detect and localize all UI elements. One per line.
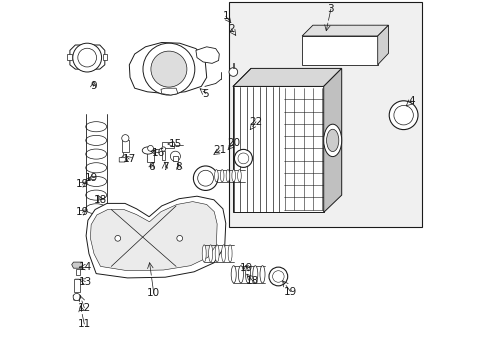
Circle shape	[388, 101, 417, 130]
Circle shape	[73, 43, 102, 72]
Circle shape	[151, 51, 186, 87]
Circle shape	[122, 135, 129, 142]
Text: 6: 6	[148, 162, 155, 172]
Text: 19: 19	[76, 207, 89, 217]
Ellipse shape	[85, 176, 106, 186]
Text: 15: 15	[168, 139, 181, 149]
Ellipse shape	[85, 190, 106, 200]
Text: 20: 20	[226, 138, 240, 148]
Ellipse shape	[208, 245, 212, 262]
Polygon shape	[377, 25, 387, 65]
Ellipse shape	[231, 170, 235, 182]
Ellipse shape	[326, 129, 338, 152]
Circle shape	[73, 293, 80, 301]
Text: 17: 17	[122, 154, 136, 164]
Text: 7: 7	[162, 162, 168, 172]
Polygon shape	[232, 68, 341, 86]
Ellipse shape	[215, 245, 219, 262]
Polygon shape	[173, 156, 177, 161]
Circle shape	[170, 151, 180, 161]
Polygon shape	[102, 54, 107, 60]
Text: 11: 11	[78, 319, 91, 329]
Circle shape	[197, 170, 213, 186]
Polygon shape	[90, 202, 217, 271]
Ellipse shape	[85, 204, 106, 214]
Bar	[228, 2, 421, 227]
Text: 19: 19	[85, 173, 98, 183]
Polygon shape	[162, 151, 165, 160]
Ellipse shape	[237, 170, 241, 182]
Polygon shape	[161, 88, 178, 95]
Text: 10: 10	[147, 288, 160, 298]
Circle shape	[161, 147, 165, 151]
Ellipse shape	[231, 266, 236, 283]
Circle shape	[142, 43, 194, 95]
Polygon shape	[323, 68, 341, 212]
Text: 3: 3	[327, 4, 333, 14]
Polygon shape	[73, 295, 80, 300]
Text: 5: 5	[202, 89, 209, 99]
Ellipse shape	[220, 170, 224, 182]
Ellipse shape	[245, 266, 250, 283]
Circle shape	[115, 235, 121, 241]
Ellipse shape	[85, 122, 106, 132]
Circle shape	[234, 149, 252, 167]
Ellipse shape	[214, 170, 218, 182]
Polygon shape	[232, 63, 234, 68]
Ellipse shape	[260, 266, 264, 283]
Circle shape	[393, 105, 412, 125]
Ellipse shape	[142, 147, 153, 154]
Text: 18: 18	[94, 195, 107, 205]
Text: 2: 2	[227, 24, 234, 34]
Text: 18: 18	[245, 276, 259, 286]
Text: 12: 12	[78, 303, 91, 313]
Ellipse shape	[238, 266, 243, 283]
Text: 16: 16	[152, 148, 165, 158]
Polygon shape	[70, 45, 104, 69]
Text: 14: 14	[79, 262, 92, 272]
Polygon shape	[302, 25, 387, 36]
Text: 4: 4	[408, 96, 414, 106]
Polygon shape	[196, 47, 219, 63]
Ellipse shape	[85, 149, 106, 159]
Circle shape	[177, 235, 182, 241]
Text: 19: 19	[76, 179, 89, 189]
Polygon shape	[302, 36, 377, 65]
Text: 19: 19	[284, 287, 297, 297]
Ellipse shape	[85, 135, 106, 145]
Text: 21: 21	[213, 145, 226, 156]
Polygon shape	[147, 150, 153, 162]
Polygon shape	[122, 140, 128, 152]
Circle shape	[193, 166, 218, 190]
Circle shape	[272, 271, 284, 282]
Ellipse shape	[228, 245, 232, 262]
Text: 8: 8	[175, 162, 182, 172]
Circle shape	[228, 68, 237, 76]
Polygon shape	[73, 279, 80, 292]
Polygon shape	[67, 54, 72, 60]
Ellipse shape	[225, 170, 229, 182]
Ellipse shape	[221, 245, 225, 262]
Text: 19: 19	[239, 263, 252, 273]
Text: 9: 9	[90, 81, 97, 91]
Circle shape	[238, 153, 248, 164]
Polygon shape	[162, 142, 174, 148]
Circle shape	[268, 267, 287, 286]
Circle shape	[78, 48, 96, 67]
Text: 13: 13	[79, 276, 92, 287]
Ellipse shape	[252, 266, 257, 283]
Ellipse shape	[85, 163, 106, 173]
Polygon shape	[232, 86, 323, 212]
Ellipse shape	[323, 124, 341, 157]
Text: 22: 22	[249, 117, 262, 127]
Text: 1: 1	[222, 11, 228, 21]
Polygon shape	[129, 42, 206, 94]
Circle shape	[147, 145, 153, 151]
Polygon shape	[119, 158, 125, 162]
Polygon shape	[86, 196, 225, 278]
Ellipse shape	[202, 245, 206, 262]
Polygon shape	[72, 262, 82, 268]
Polygon shape	[76, 269, 80, 275]
